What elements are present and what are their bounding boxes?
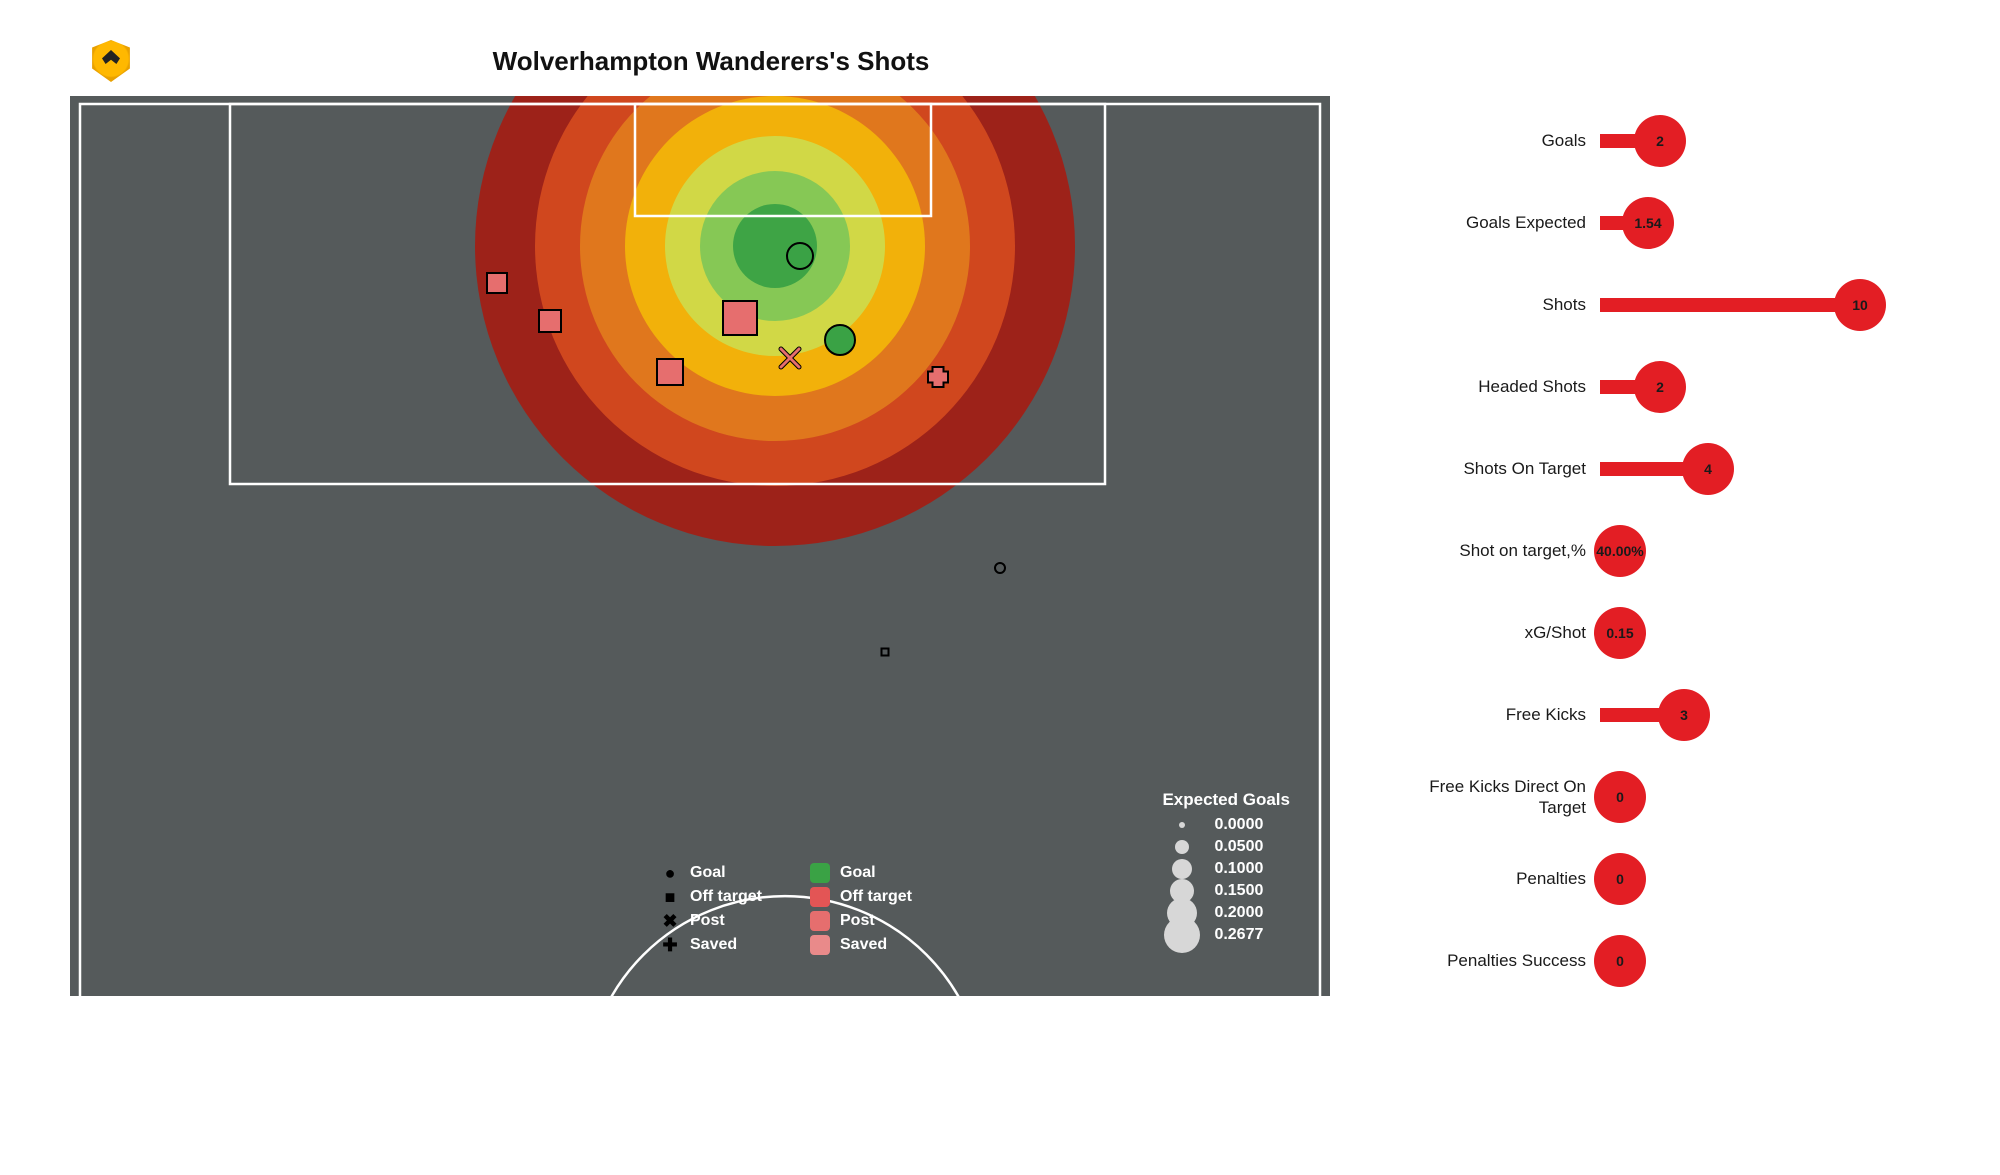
left-panel: Wolverhampton Wanderers's Shots ● Goal ■ Of…	[70, 40, 1330, 1135]
stat-label: Headed Shots	[1400, 376, 1600, 397]
stat-label: Shot on target,%	[1400, 540, 1600, 561]
xg-bubble-label: 0.1500	[1214, 882, 1263, 900]
stat-row-xg: Goals Expected 1.54	[1400, 182, 1940, 264]
stat-label: Shots	[1400, 294, 1600, 315]
stat-value-badge: 3	[1658, 689, 1710, 741]
stat-row-sot_pct: Shot on target,%40.00%	[1400, 510, 1940, 592]
legend-shape-label: Goal	[690, 864, 726, 882]
stat-value-badge: 10	[1834, 279, 1886, 331]
xg-bubble-label: 0.2000	[1214, 904, 1263, 922]
chart-title: Wolverhampton Wanderers's Shots	[152, 46, 1330, 77]
legend-color-icon	[810, 911, 830, 931]
stat-bar	[1600, 462, 1688, 476]
legend-shape-icon: ✚	[660, 935, 680, 956]
legend-shape-row: ✖ Post	[660, 909, 762, 933]
legend-shape-icon: ■	[660, 887, 680, 908]
xg-bubble-label: 0.0000	[1214, 816, 1263, 834]
stat-value-badge: 40.00%	[1594, 525, 1646, 577]
legend-shape-icon: ●	[660, 863, 680, 884]
xg-legend-row: 0.1000	[1162, 858, 1290, 880]
legend-shape-row: ✚ Saved	[660, 933, 762, 957]
xg-legend-row: 0.2677	[1162, 924, 1290, 946]
xg-bubble-label: 0.1000	[1214, 860, 1263, 878]
legend-shape-label: Off target	[690, 888, 762, 906]
xg-legend-row: 0.0500	[1162, 836, 1290, 858]
legend-shape-icon: ✖	[660, 911, 680, 932]
header: Wolverhampton Wanderers's Shots	[70, 40, 1330, 96]
stat-row-pen: Penalties0	[1400, 838, 1940, 920]
stat-value-badge: 0.15	[1594, 607, 1646, 659]
legend-color-row: Goal	[810, 861, 912, 885]
stat-label: Shots On Target	[1400, 458, 1600, 479]
stat-value-badge: 4	[1682, 443, 1734, 495]
team-logo-icon	[90, 40, 132, 82]
stat-row-sot: Shots On Target 4	[1400, 428, 1940, 510]
legend-color-row: Off target	[810, 885, 912, 909]
legend-color-row: Saved	[810, 933, 912, 957]
xg-legend-title: Expected Goals	[1162, 790, 1290, 810]
stat-label: xG/Shot	[1400, 622, 1600, 643]
legend-color-label: Saved	[840, 936, 887, 954]
legend-expected-goals: Expected Goals 0.0000 0.0500 0.1000 0.1500 0…	[1162, 790, 1290, 946]
xg-bubble-icon	[1175, 840, 1189, 854]
legend-color-row: Post	[810, 909, 912, 933]
xg-bubble-label: 0.2677	[1214, 926, 1263, 944]
stat-value-badge: 2	[1634, 361, 1686, 413]
legend-color-label: Post	[840, 912, 875, 930]
legend-color-icon	[810, 863, 830, 883]
stat-label: Goals Expected	[1400, 212, 1600, 233]
stat-value-badge: 0	[1594, 853, 1646, 905]
xg-bubble-icon	[1179, 822, 1185, 828]
legend-colors: Goal Off target Post Saved	[810, 861, 912, 957]
xg-bubble-icon	[1164, 917, 1200, 953]
stat-value-badge: 2	[1634, 115, 1686, 167]
legend-color-label: Goal	[840, 864, 876, 882]
stat-row-fk: Free Kicks 3	[1400, 674, 1940, 756]
legend-color-icon	[810, 887, 830, 907]
stat-value-badge: 0	[1594, 771, 1646, 823]
stat-row-headed: Headed Shots 2	[1400, 346, 1940, 428]
stat-label: Goals	[1400, 130, 1600, 151]
stat-row-xg_shot: xG/Shot0.15	[1400, 592, 1940, 674]
stat-label: Penalties Success	[1400, 950, 1600, 971]
stat-label: Free Kicks Direct On Target	[1400, 776, 1600, 819]
legend-shapes: ● Goal ■ Off target ✖ Post ✚ Saved	[660, 861, 762, 957]
stat-bar	[1600, 298, 1840, 312]
stat-bar	[1600, 708, 1664, 722]
stat-row-goals: Goals 2	[1400, 100, 1940, 182]
stat-label: Free Kicks	[1400, 704, 1600, 725]
legend-shape-label: Saved	[690, 936, 737, 954]
stat-value-badge: 1.54	[1622, 197, 1674, 249]
root: Wolverhampton Wanderers's Shots ● Goal ■ Of…	[0, 0, 2000, 1175]
stat-value-badge: 0	[1594, 935, 1646, 987]
xg-bubble-icon	[1172, 859, 1192, 879]
legend-shape-label: Post	[690, 912, 725, 930]
xg-bubble-label: 0.0500	[1214, 838, 1263, 856]
stat-row-fk_direct: Free Kicks Direct On Target0	[1400, 756, 1940, 838]
stats-panel: Goals 2 Goals Expected 1.54 Shots 10 Headed Sh…	[1330, 40, 1970, 1135]
xg-legend-row: 0.0000	[1162, 814, 1290, 836]
legend-color-icon	[810, 935, 830, 955]
legend-shape-row: ■ Off target	[660, 885, 762, 909]
legend-shape-row: ● Goal	[660, 861, 762, 885]
stat-row-pen_ok: Penalties Success0	[1400, 920, 1940, 1002]
stat-label: Penalties	[1400, 868, 1600, 889]
stat-row-shots: Shots 10	[1400, 264, 1940, 346]
legend-color-label: Off target	[840, 888, 912, 906]
pitch-chart: ● Goal ■ Off target ✖ Post ✚ Saved Goal Off targ…	[70, 96, 1330, 996]
